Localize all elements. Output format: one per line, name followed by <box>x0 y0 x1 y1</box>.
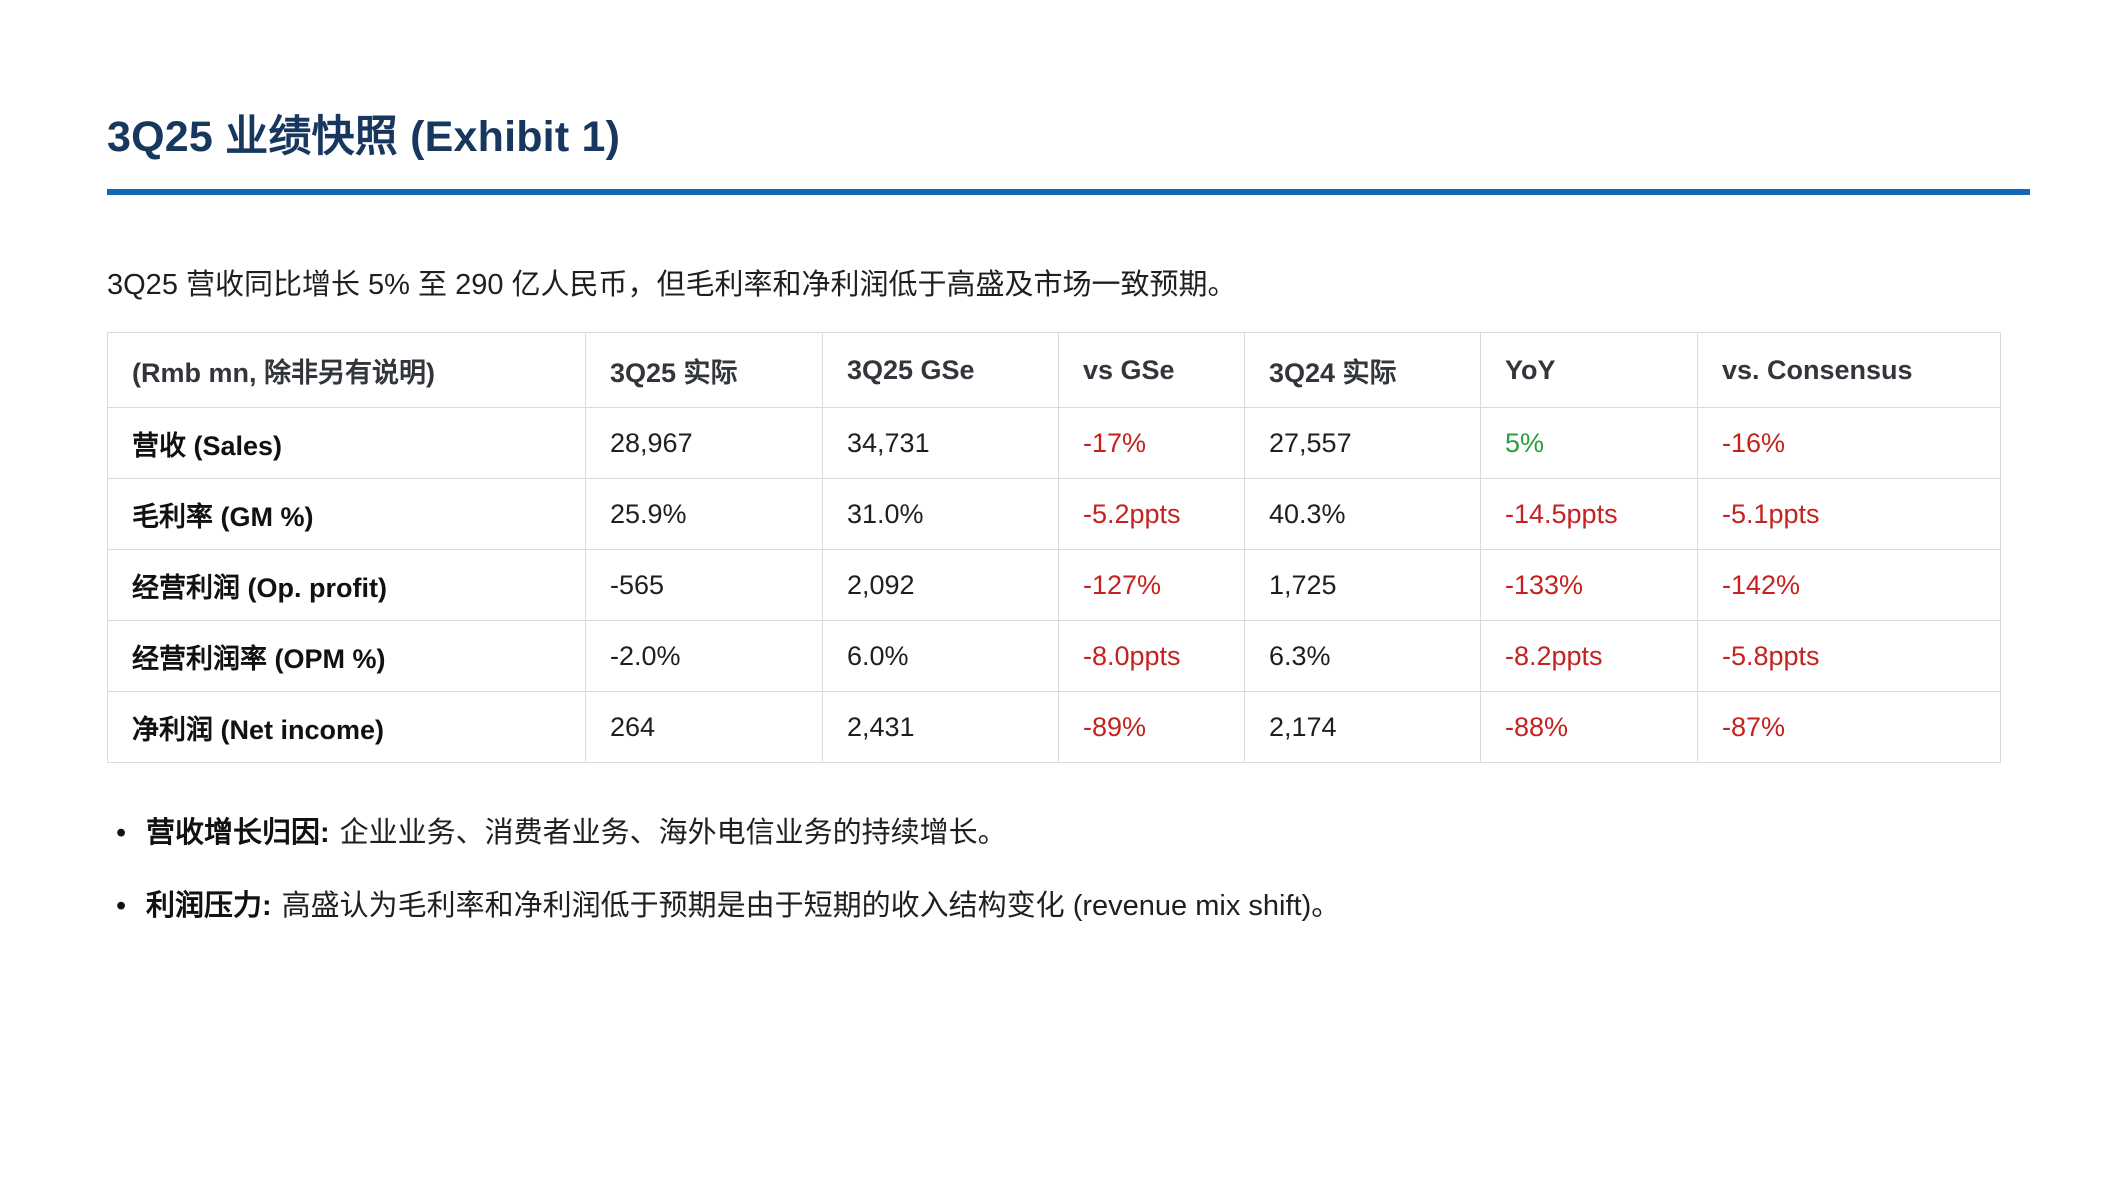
intro-text: 3Q25 营收同比增长 5% 至 290 亿人民币，但毛利率和净利润低于高盛及市… <box>107 268 1237 301</box>
cell-vs-consensus: -5.1ppts <box>1697 478 2001 551</box>
cell-3q24-actual: 1,725 <box>1244 549 1481 622</box>
cell-3q25-actual: 28,967 <box>585 407 823 480</box>
cell-vs-gse: -127% <box>1058 549 1245 622</box>
cell-3q25-actual: 264 <box>585 691 823 764</box>
row-label: 净利润 (Net income) <box>107 691 586 764</box>
note-label: 营收增长归因: <box>146 817 330 850</box>
note-text: 高盛认为毛利率和净利润低于预期是由于短期的收入结构变化 (revenue mix… <box>281 889 1341 922</box>
cell-3q25-gse: 2,092 <box>822 549 1059 622</box>
cell-yoy: -88% <box>1480 691 1698 764</box>
cell-vs-consensus: -5.8ppts <box>1697 620 2001 693</box>
cell-3q24-actual: 27,557 <box>1244 407 1481 480</box>
row-label: 经营利润率 (OPM %) <box>107 620 586 693</box>
cell-3q24-actual: 2,174 <box>1244 691 1481 764</box>
column-header-3q24-actual: 3Q24 实际 <box>1244 332 1481 409</box>
cell-vs-gse: -5.2ppts <box>1058 478 1245 551</box>
note-margin-pressure: 利润压力: 高盛认为毛利率和净利润低于预期是由于短期的收入结构变化 (revenu… <box>107 886 2030 927</box>
cell-3q24-actual: 40.3% <box>1244 478 1481 551</box>
notes-list: 营收增长归因: 企业业务、消费者业务、海外电信业务的持续增长。 利润压力: 高盛认为… <box>107 813 2030 926</box>
cell-3q25-gse: 31.0% <box>822 478 1059 551</box>
row-label: 营收 (Sales) <box>107 407 586 480</box>
table-row-opm: 经营利润率 (OPM %) -2.0% 6.0% -8.0ppts 6.3% -… <box>107 620 2001 693</box>
row-label: 毛利率 (GM %) <box>107 478 586 551</box>
cell-3q24-actual: 6.3% <box>1244 620 1481 693</box>
cell-vs-consensus: -142% <box>1697 549 2001 622</box>
column-header-3q25-gse: 3Q25 GSe <box>822 332 1059 409</box>
column-header-vs-gse: vs GSe <box>1058 332 1245 409</box>
note-revenue-attribution: 营收增长归因: 企业业务、消费者业务、海外电信业务的持续增长。 <box>107 813 2030 854</box>
title-divider <box>107 188 2030 195</box>
cell-vs-gse: -17% <box>1058 407 1245 480</box>
cell-3q25-actual: 25.9% <box>585 478 823 551</box>
table-row-net-income: 净利润 (Net income) 264 2,431 -89% 2,174 -8… <box>107 691 2001 764</box>
column-header-metric: (Rmb mn, 除非另有说明) <box>107 332 586 409</box>
cell-yoy: 5% <box>1480 407 1698 480</box>
note-label: 利润压力: <box>146 889 272 922</box>
column-header-yoy: YoY <box>1480 332 1698 409</box>
table-row-gross-margin: 毛利率 (GM %) 25.9% 31.0% -5.2ppts 40.3% -1… <box>107 478 2001 551</box>
cell-yoy: -14.5ppts <box>1480 478 1698 551</box>
results-table: (Rmb mn, 除非另有说明) 3Q25 实际 3Q25 GSe vs GSe… <box>107 332 2001 764</box>
cell-3q25-gse: 2,431 <box>822 691 1059 764</box>
cell-vs-gse: -8.0ppts <box>1058 620 1245 693</box>
cell-vs-consensus: -16% <box>1697 407 2001 480</box>
page-title: 3Q25 业绩快照 (Exhibit 1) <box>107 113 621 161</box>
cell-yoy: -133% <box>1480 549 1698 622</box>
report-page: 3Q25 业绩快照 (Exhibit 1) 3Q25 营收同比增长 5% 至 2… <box>0 112 2127 926</box>
table-header-row: (Rmb mn, 除非另有说明) 3Q25 实际 3Q25 GSe vs GSe… <box>107 332 2001 409</box>
cell-vs-gse: -89% <box>1058 691 1245 764</box>
cell-3q25-actual: -2.0% <box>585 620 823 693</box>
cell-3q25-gse: 6.0% <box>822 620 1059 693</box>
cell-3q25-actual: -565 <box>585 549 823 622</box>
note-text: 企业业务、消费者业务、海外电信业务的持续增长。 <box>339 817 1007 850</box>
cell-3q25-gse: 34,731 <box>822 407 1059 480</box>
table-row-sales: 营收 (Sales) 28,967 34,731 -17% 27,557 5% … <box>107 407 2001 480</box>
table-row-op-profit: 经营利润 (Op. profit) -565 2,092 -127% 1,725… <box>107 549 2001 622</box>
cell-vs-consensus: -87% <box>1697 691 2001 764</box>
column-header-vs-consensus: vs. Consensus <box>1697 332 2001 409</box>
row-label: 经营利润 (Op. profit) <box>107 549 586 622</box>
column-header-3q25-actual: 3Q25 实际 <box>585 332 823 409</box>
cell-yoy: -8.2ppts <box>1480 620 1698 693</box>
